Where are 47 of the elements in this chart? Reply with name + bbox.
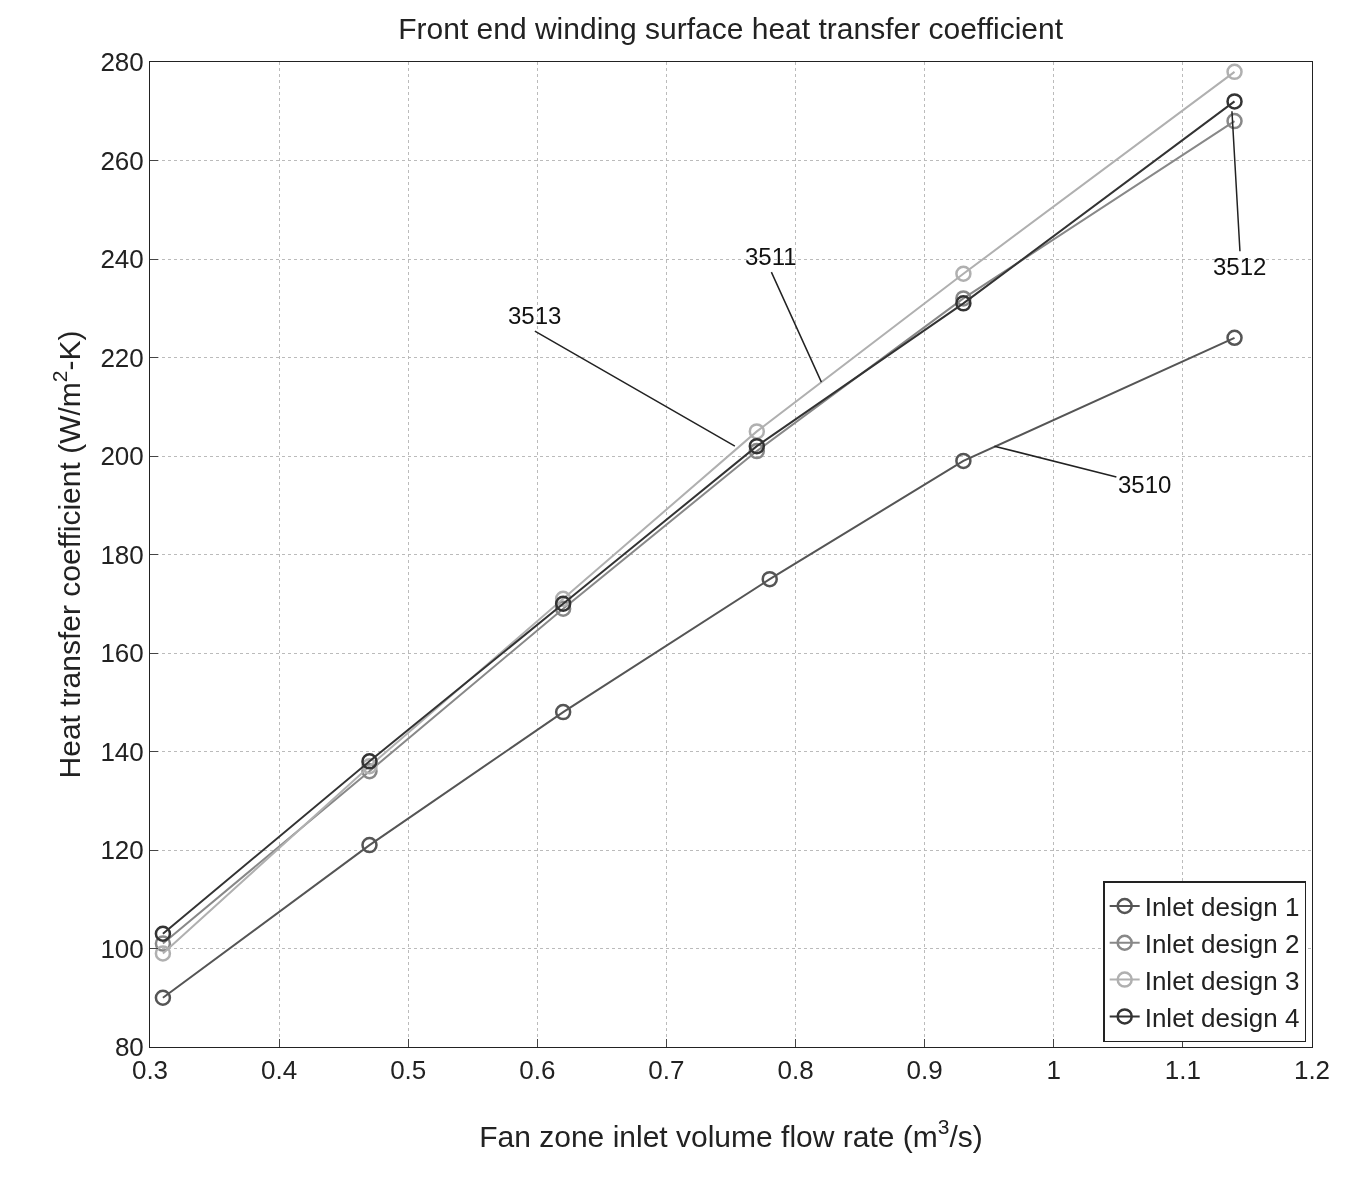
point bbox=[955, 265, 972, 283]
point bbox=[955, 452, 972, 470]
y-tick-label: 100 bbox=[100, 933, 144, 964]
y-tick-label: 200 bbox=[100, 441, 144, 472]
legend-label: Inlet design 2 bbox=[1144, 928, 1300, 959]
x-tick-label: 0.9 bbox=[906, 1055, 943, 1086]
y-tick-label: 160 bbox=[100, 638, 144, 669]
annotation: 3510 bbox=[1118, 471, 1172, 498]
y-tick-label: 220 bbox=[100, 342, 144, 373]
point bbox=[154, 989, 172, 1006]
point bbox=[1226, 93, 1243, 110]
point bbox=[361, 836, 378, 854]
y-tick-label: 260 bbox=[100, 145, 144, 176]
point bbox=[154, 945, 172, 962]
point bbox=[554, 595, 572, 612]
point bbox=[955, 295, 972, 312]
x-tick-label: 1.2 bbox=[1293, 1055, 1331, 1086]
point bbox=[748, 423, 766, 440]
point bbox=[361, 753, 378, 770]
annotation: 3513 bbox=[508, 302, 562, 329]
annotation: 3511 bbox=[745, 243, 797, 270]
annotation: 3512 bbox=[1213, 253, 1267, 280]
point bbox=[1226, 329, 1243, 347]
y-tick-label: 280 bbox=[100, 47, 144, 78]
x-tick-label: 1.1 bbox=[1164, 1055, 1201, 1086]
point bbox=[1226, 112, 1243, 130]
point bbox=[748, 437, 766, 455]
x-tick-label: 0.6 bbox=[519, 1055, 556, 1086]
x-tick-label: 0.7 bbox=[648, 1055, 685, 1086]
x-tick-label: 0.4 bbox=[261, 1055, 298, 1086]
x-axis-title: Fan zone inlet volume flow rate (m$^{3}$/s) bbox=[479, 1115, 983, 1153]
point bbox=[761, 570, 778, 588]
x-tick-label: 0.3 bbox=[131, 1055, 169, 1086]
y-tick-label: 120 bbox=[100, 835, 144, 866]
point bbox=[554, 703, 572, 721]
y-tick-label: 180 bbox=[100, 539, 144, 570]
legend-label: Inlet design 3 bbox=[1144, 965, 1300, 996]
y-tick-label: 240 bbox=[100, 244, 144, 275]
x-tick-label: 0.8 bbox=[777, 1055, 814, 1086]
chart-title: Front end winding surface heat transfer coefficient bbox=[398, 11, 1064, 45]
legend-label: Inlet design 4 bbox=[1144, 1002, 1300, 1033]
x-tick-label: 0.5 bbox=[390, 1055, 427, 1086]
legend-label: Inlet design 1 bbox=[1144, 892, 1300, 923]
point bbox=[1226, 63, 1243, 81]
y-tick-label: 140 bbox=[100, 736, 144, 767]
point bbox=[154, 925, 172, 942]
x-tick-label: 1 bbox=[1046, 1055, 1062, 1086]
